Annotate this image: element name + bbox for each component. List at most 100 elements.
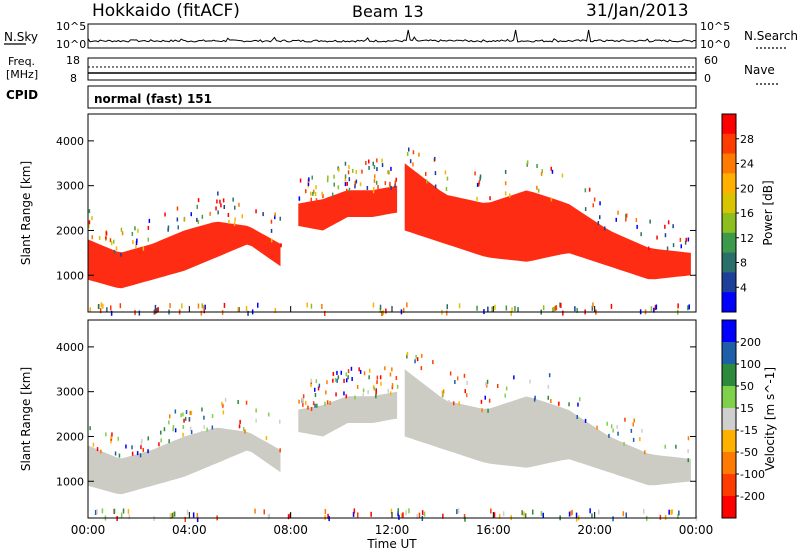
near-range-cell xyxy=(119,303,122,309)
echo-cell xyxy=(222,403,224,408)
echo-cell xyxy=(441,395,443,400)
echo-cell xyxy=(140,445,142,450)
echo-cell xyxy=(120,252,122,257)
echo-cell xyxy=(255,418,257,423)
near-range-cell xyxy=(127,508,130,514)
near-range-cell xyxy=(421,510,424,516)
echo-cell xyxy=(368,159,370,164)
near-range-cell xyxy=(559,302,561,308)
echo-cell xyxy=(136,451,139,456)
echo-cell xyxy=(310,197,312,202)
colorbar-swatch xyxy=(722,114,736,135)
near-range-cell xyxy=(560,302,562,308)
echo-cell xyxy=(550,166,552,171)
nave-tick-top: 60 xyxy=(704,54,718,67)
echo-cell xyxy=(347,369,350,374)
echo-cell xyxy=(687,436,690,441)
echo-cell xyxy=(449,371,452,376)
near-range-cell xyxy=(643,508,645,514)
colorbar-swatch xyxy=(722,173,736,194)
near-range-cell xyxy=(321,304,323,309)
echo-cell xyxy=(617,431,619,436)
echo-cell xyxy=(348,187,351,192)
echo-cell xyxy=(89,426,91,431)
near-range-cell xyxy=(352,511,355,517)
colorbar-swatch xyxy=(722,213,736,234)
colorbar-tick-label: 12 xyxy=(740,232,754,245)
echo-cell xyxy=(354,184,356,189)
echo-cell xyxy=(376,167,378,172)
echo-cell xyxy=(232,197,234,202)
echo-cell xyxy=(200,430,203,435)
power-heatmap xyxy=(88,147,691,316)
echo-cell xyxy=(172,425,175,429)
echo-cell xyxy=(426,179,428,184)
colorbar-swatch xyxy=(722,153,736,174)
near-range-cell xyxy=(357,512,359,518)
near-range-cell xyxy=(570,510,572,516)
echo-cell xyxy=(217,191,219,196)
near-range-cell xyxy=(446,310,448,316)
echo-cell xyxy=(134,226,136,231)
echo-cell xyxy=(334,377,337,382)
y-tick-label: 2000 xyxy=(56,224,84,237)
echo-cell xyxy=(346,188,348,193)
echo-cell xyxy=(336,370,338,375)
near-range-cell xyxy=(197,303,200,309)
near-range-cell xyxy=(523,511,525,517)
echo-cell xyxy=(224,397,227,402)
echo-cell xyxy=(209,211,211,216)
near-range-cell xyxy=(181,303,183,309)
echo-cell xyxy=(164,212,166,217)
near-range-cell xyxy=(457,508,460,514)
echo-cell xyxy=(464,389,466,394)
echo-cell xyxy=(687,458,689,463)
echo-cell xyxy=(599,215,601,220)
echo-cell xyxy=(389,184,391,189)
echo-cell xyxy=(561,173,564,178)
echo-cell xyxy=(414,359,416,364)
echo-cell xyxy=(182,425,184,429)
near-range-cell xyxy=(405,510,407,516)
echo-cell xyxy=(480,399,483,404)
echo-cell xyxy=(649,219,651,224)
echo-cell xyxy=(141,438,143,443)
echo-cell xyxy=(234,205,236,210)
station-title: Hokkaido (fitACF) xyxy=(92,1,240,21)
echo-cell xyxy=(445,187,448,191)
echo-cell xyxy=(312,191,314,196)
colorbar-tick-label: -100 xyxy=(740,468,765,481)
echo-cell xyxy=(343,378,345,383)
near-range-cell xyxy=(408,508,410,514)
echo-cell xyxy=(432,360,434,365)
echo-cell xyxy=(168,439,170,444)
echo-cell xyxy=(117,436,119,441)
echo-cell xyxy=(352,168,354,173)
near-range-cell xyxy=(223,302,226,308)
near-range-cell xyxy=(324,311,326,316)
echo-cell xyxy=(216,199,218,204)
echo-cell xyxy=(526,162,528,167)
echo-cell xyxy=(675,444,677,449)
echo-cell xyxy=(434,156,436,161)
near-range-cell xyxy=(400,513,403,519)
echo-cell xyxy=(308,177,310,182)
echo-cell xyxy=(366,186,369,190)
echo-cell xyxy=(222,410,225,415)
echo-cell xyxy=(489,196,491,201)
echo-cell xyxy=(487,408,489,413)
echo-cell xyxy=(326,380,328,385)
echo-cell xyxy=(280,243,282,248)
near-range-cell xyxy=(568,511,571,517)
echo-cell xyxy=(91,216,93,221)
echo-cell xyxy=(180,413,182,418)
near-range-cell xyxy=(289,513,291,519)
echo-cell xyxy=(215,206,217,211)
echo-cell xyxy=(416,357,419,362)
near-range-cell xyxy=(574,306,576,312)
near-range-cell xyxy=(555,305,558,311)
echo-cell xyxy=(616,424,618,429)
echo-cell xyxy=(359,182,362,187)
near-range-cell xyxy=(562,310,564,316)
near-range-cell xyxy=(98,304,100,309)
